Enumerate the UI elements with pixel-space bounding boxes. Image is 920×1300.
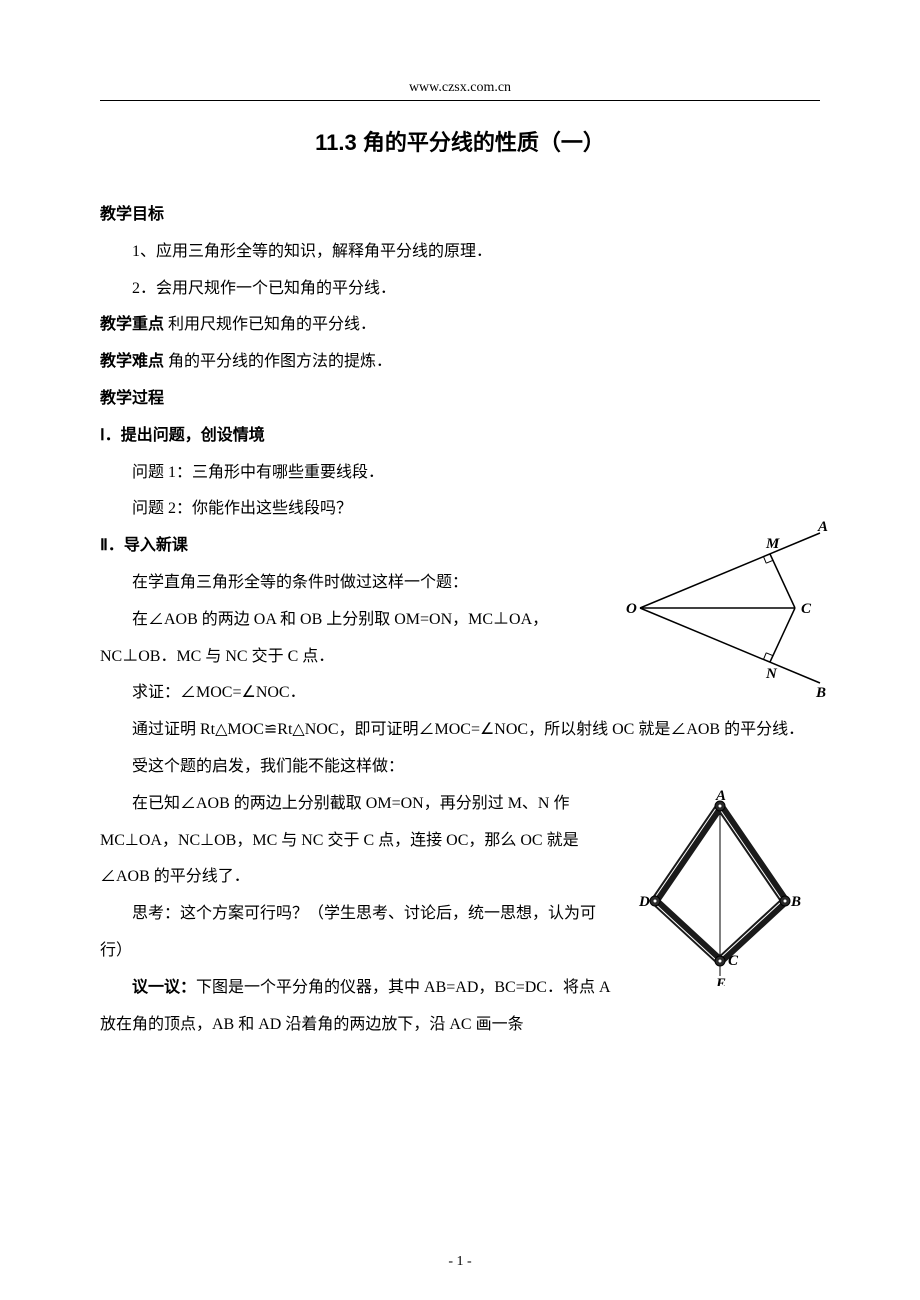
page-title: 11.3 角的平分线的性质（一） (100, 125, 820, 157)
svg-text:C: C (801, 601, 812, 617)
p2-2: 在∠AOB 的两边 OA 和 OB 上分别取 OM=ON，MC⊥OA，NC⊥OB… (100, 602, 620, 676)
part1-label: Ⅰ．提出问题，创设情境 (100, 418, 820, 455)
document-page: www.czsx.com.cn 11.3 角的平分线的性质（一） 教学目标 1、… (0, 0, 920, 1300)
figure-angle-omcn: O A B C M N (620, 518, 830, 698)
body-text: 教学目标 1、应用三角形全等的知识，解释角平分线的原理． 2．会用尺规作一个已知… (100, 197, 820, 1043)
p2-5: 受这个题的启发，我们能不能这样做： (100, 749, 820, 786)
svg-text:O: O (626, 601, 637, 617)
goal-1: 1、应用三角形全等的知识，解释角平分线的原理． (100, 234, 820, 271)
p2-7: 思考：这个方案可行吗？（学生思考、讨论后，统一思想，认为可行） (100, 896, 620, 970)
goals-label: 教学目标 (100, 206, 164, 223)
header-url: www.czsx.com.cn (100, 80, 820, 96)
figure-rhombus-tool: A B D CE (630, 786, 810, 986)
svg-text:N: N (765, 666, 778, 682)
svg-text:C: C (728, 953, 739, 969)
header-divider (100, 100, 820, 101)
keypoint-label: 教学重点 (100, 316, 164, 333)
p2-6: 在已知∠AOB 的两边上分别截取 OM=ON，再分别过 M、N 作 MC⊥OA，… (100, 786, 620, 896)
goal-2: 2．会用尺规作一个已知角的平分线． (100, 271, 820, 308)
svg-text:A: A (715, 788, 726, 804)
p2-8-line: 议一议：下图是一个平分角的仪器，其中 AB=AD，BC=DC．将点 A 放在角的… (100, 970, 620, 1044)
difficulty-text: 角的平分线的作图方法的提炼． (164, 353, 392, 370)
svg-text:A: A (817, 519, 828, 535)
svg-text:E: E (715, 976, 726, 986)
svg-text:B: B (790, 894, 801, 910)
keypoint-text: 利用尺规作已知角的平分线． (164, 316, 376, 333)
p2-1: 在学直角三角形全等的条件时做过这样一个题： (100, 565, 620, 602)
svg-text:D: D (638, 894, 650, 910)
question-1: 问题 1：三角形中有哪些重要线段． (100, 455, 820, 492)
difficulty-label: 教学难点 (100, 353, 164, 370)
svg-text:B: B (815, 685, 826, 698)
p2-4: 通过证明 Rt△MOC≌Rt△NOC，即可证明∠MOC=∠NOC，所以射线 OC… (100, 712, 820, 749)
discuss-label: 议一议： (132, 979, 196, 996)
page-number: - 1 - (0, 1254, 920, 1270)
process-label: 教学过程 (100, 390, 164, 407)
svg-text:M: M (765, 536, 780, 552)
